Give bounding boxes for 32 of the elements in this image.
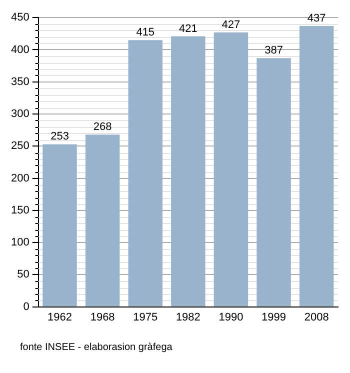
bar xyxy=(171,36,206,306)
bar xyxy=(256,58,291,306)
y-tick-label: 250 xyxy=(10,140,30,152)
bar xyxy=(85,134,120,306)
data-label: 415 xyxy=(136,26,155,39)
bar xyxy=(299,26,334,306)
y-tick-label: 100 xyxy=(10,236,30,249)
y-tick-label: 450 xyxy=(10,12,30,24)
x-tick-label: 1990 xyxy=(218,311,244,324)
x-tick-label: 1968 xyxy=(90,311,115,324)
x-tick-label: 2008 xyxy=(304,311,329,324)
source-note: fonte INSEE - elaborasion gràfega xyxy=(20,342,174,353)
y-tick-label: 350 xyxy=(10,76,30,88)
y-tick-label: 200 xyxy=(10,172,30,184)
data-label: 437 xyxy=(307,12,326,24)
bar xyxy=(42,144,77,306)
y-tick-label: 400 xyxy=(10,44,30,56)
y-tick-label: 300 xyxy=(10,108,30,120)
data-label: 427 xyxy=(222,18,240,31)
x-tick-label: 1982 xyxy=(176,311,200,324)
bar xyxy=(214,32,248,306)
data-label: 253 xyxy=(50,130,69,143)
data-label: 387 xyxy=(264,44,283,57)
bar xyxy=(128,40,162,306)
y-tick-label: 50 xyxy=(17,268,30,281)
x-tick-label: 1975 xyxy=(133,311,158,324)
x-tick-label: 1999 xyxy=(262,311,286,324)
y-tick-label: 0 xyxy=(23,300,30,313)
y-tick-label: 150 xyxy=(10,204,30,216)
data-label: 421 xyxy=(178,22,198,35)
data-label: 268 xyxy=(93,121,112,134)
x-tick-label: 1962 xyxy=(48,311,72,324)
